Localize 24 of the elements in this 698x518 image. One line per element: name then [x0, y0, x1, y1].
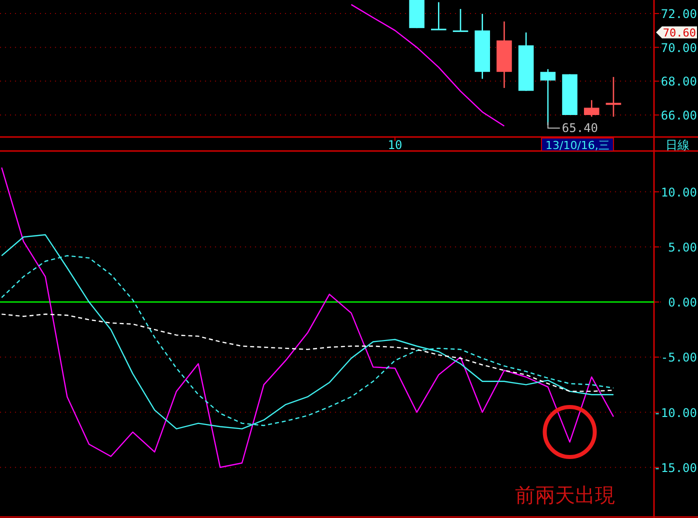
low-label: 65.40: [547, 121, 598, 136]
line-series: [1, 166, 614, 468]
annotation: 13/10/16,三: [546, 139, 610, 152]
y-tick-label: 68.00: [660, 74, 697, 89]
y-tick-label: 70.00: [660, 40, 697, 55]
text: 日線: [666, 138, 690, 152]
y-tick-label: 72.00: [660, 7, 697, 22]
candlestick: [606, 76, 622, 118]
x-tick-label: 10: [388, 138, 402, 152]
candlestick: [584, 99, 600, 118]
annotation: 前兩天出現: [514, 483, 615, 508]
line-series: [1, 314, 614, 392]
y-tick-label: -5.00: [660, 350, 697, 365]
y-tick-label: 5.00: [668, 240, 697, 254]
y-tick-label: -15.00: [654, 460, 697, 475]
y-tick-label: 0.00: [668, 296, 697, 310]
candlestick: [431, 2, 446, 30]
candlestick: [452, 8, 468, 32]
date-label: 13/10/16,三: [540, 138, 614, 152]
y-tick-label: 66.00: [660, 108, 697, 123]
y-tick-label: 10.00: [660, 185, 697, 200]
annotation: 65.40: [562, 121, 598, 136]
line-series: [350, 4, 505, 127]
y-tick-label: -10.00: [654, 406, 697, 420]
